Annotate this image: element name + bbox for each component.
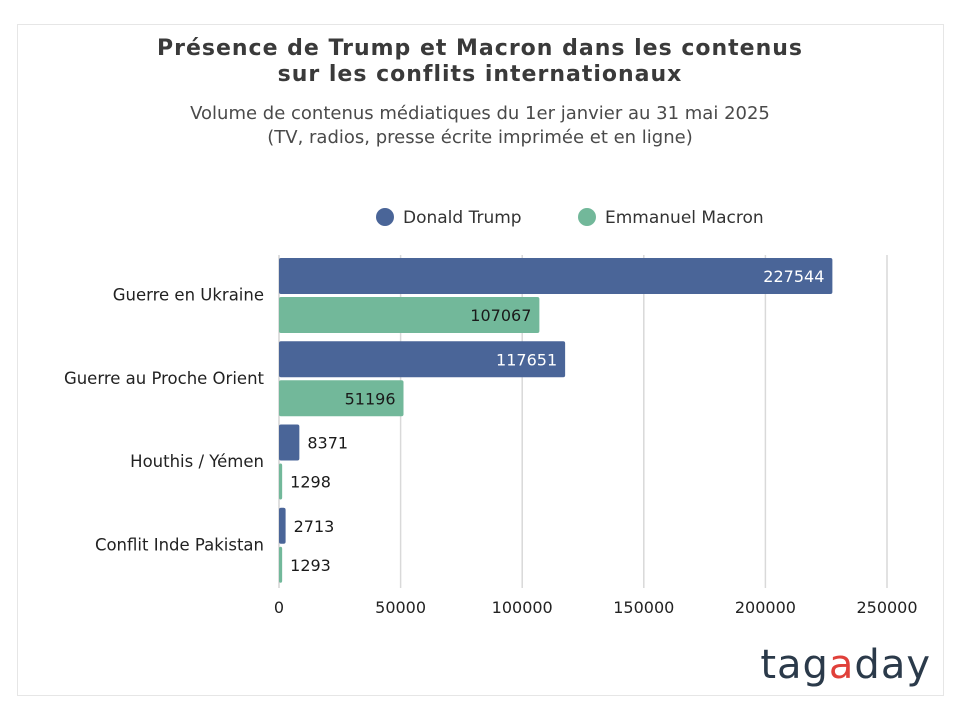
legend: Donald Trump Emmanuel Macron (376, 208, 764, 228)
category-label-1: Guerre au Proche Orient (64, 369, 265, 388)
bar-0-1 (279, 341, 566, 378)
data-label-0-3: 2713 (294, 517, 335, 536)
bar-1-2 (279, 463, 283, 500)
x-tick-label-4: 200000 (735, 598, 796, 617)
x-tick-label-0: 0 (274, 598, 284, 617)
bar-1-0 (279, 297, 540, 333)
bars (279, 258, 833, 583)
data-label-1-2: 1298 (290, 473, 331, 492)
chart-subtitle-line-2: (TV, radios, presse écrite imprimée et e… (267, 127, 693, 148)
chart-title-line-1: Présence de Trump et Macron dans les con… (156, 36, 803, 61)
tagaday-logo: tagaday (760, 642, 931, 688)
x-tick-label-1: 50000 (375, 598, 426, 617)
category-label-3: Conflit Inde Pakistan (95, 535, 264, 554)
category-label-2: Houthis / Yémen (130, 452, 264, 471)
x-tick-label-5: 250000 (856, 598, 917, 617)
labels: 0 50000 100000 150000 200000 250000 Guerre en … (64, 267, 918, 617)
bar-1-1 (279, 380, 404, 417)
chart-subtitle-line-1: Volume de contenus médiatiques du 1er ja… (190, 103, 770, 124)
x-tick-label-3: 150000 (613, 598, 674, 617)
data-label-1-1: 51196 (345, 389, 396, 408)
category-label-0: Guerre en Ukraine (113, 286, 264, 305)
data-label-0-1: 117651 (496, 350, 557, 369)
data-label-0-2: 8371 (307, 434, 348, 453)
data-label-1-3: 1293 (290, 556, 331, 575)
data-label-0-0: 227544 (763, 267, 824, 286)
logo-text: tagaday (760, 642, 931, 688)
data-label-1-0: 107067 (470, 306, 531, 325)
legend-label-1: Emmanuel Macron (605, 208, 764, 228)
x-tick-label-2: 100000 (492, 598, 553, 617)
bar-0-3 (279, 507, 286, 544)
bar-0-0 (279, 258, 833, 294)
chart-title-line-2: sur les conflits internationaux (277, 62, 683, 87)
legend-label-0: Donald Trump (403, 208, 522, 228)
legend-marker-1 (578, 208, 596, 226)
bar-1-3 (279, 546, 283, 583)
legend-marker-0 (376, 208, 394, 226)
bar-0-2 (279, 424, 300, 461)
